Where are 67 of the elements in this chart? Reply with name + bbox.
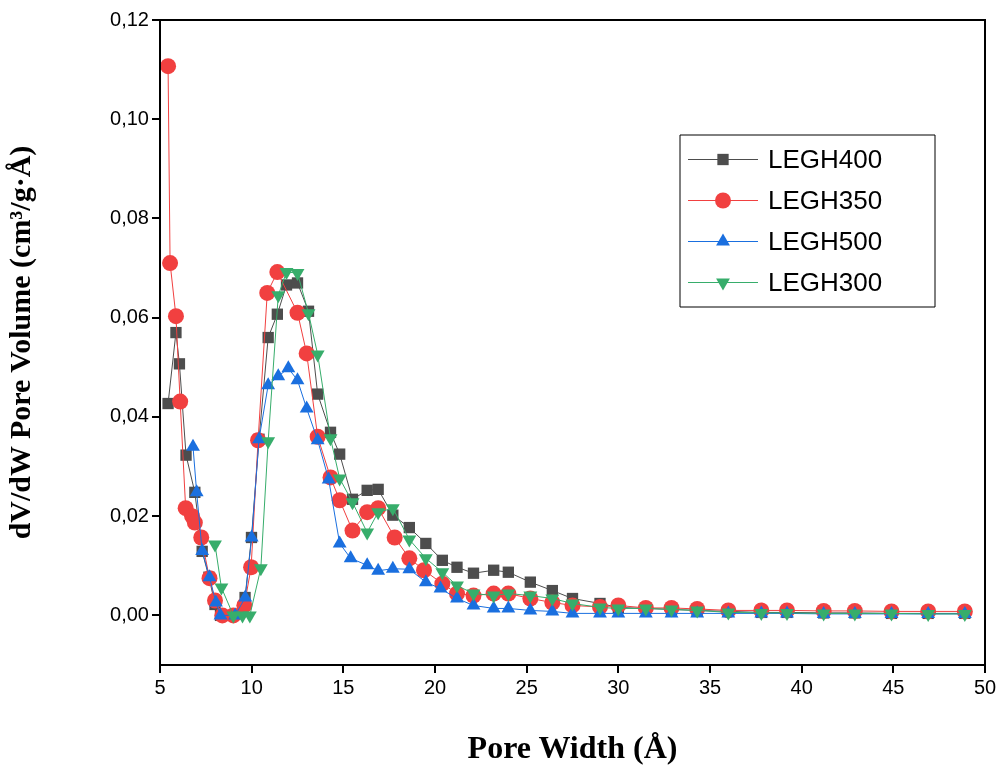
point [259, 284, 276, 301]
y-tick-label: 0,08 [110, 205, 149, 228]
point [523, 602, 538, 615]
y-tick-label: 0,12 [110, 7, 149, 30]
point [402, 561, 417, 574]
point [371, 562, 386, 575]
point [162, 255, 179, 272]
x-tick-label: 15 [332, 675, 355, 698]
point [281, 360, 296, 373]
point [418, 574, 433, 587]
point [186, 438, 200, 451]
point [332, 535, 347, 548]
point [299, 400, 314, 413]
point [331, 492, 348, 509]
x-axis-title: Pore Width (Å) [467, 729, 678, 766]
point [372, 483, 384, 496]
y-tick-label: 0,10 [110, 106, 149, 129]
x-tick-label: 5 [154, 675, 166, 698]
point [416, 562, 432, 579]
legend-label: LEGH500 [768, 225, 883, 256]
point [486, 600, 501, 613]
point [451, 561, 463, 573]
y-tick-label: 0,02 [110, 503, 149, 526]
x-tick-label: 35 [698, 675, 722, 698]
point [385, 560, 400, 573]
legend-label: LEGH350 [768, 184, 883, 215]
legend-label: LEGH300 [768, 266, 883, 297]
point [502, 566, 514, 578]
point [361, 484, 373, 497]
point [344, 522, 361, 539]
point [162, 397, 174, 410]
point [436, 554, 448, 566]
point [545, 603, 560, 616]
point [524, 576, 536, 588]
y-tick-label: 0,06 [110, 305, 149, 328]
legend-label: LEGH400 [768, 143, 883, 174]
point [343, 550, 358, 563]
x-tick-label: 20 [423, 675, 447, 698]
point [420, 537, 432, 550]
point [167, 308, 184, 325]
point [334, 448, 346, 460]
point [467, 567, 480, 579]
point [271, 368, 286, 381]
x-tick-label: 45 [882, 675, 905, 698]
point [450, 590, 464, 603]
y-tick-label: 0,00 [110, 602, 149, 625]
point [433, 580, 448, 593]
x-tick-label: 30 [607, 675, 630, 698]
y-axis-title: dV/dW Pore Volume (cm³/g·Å) [2, 145, 37, 540]
point [160, 58, 177, 75]
y-tick-label: 0,04 [110, 404, 149, 427]
point [401, 550, 418, 567]
point [298, 345, 315, 362]
point [403, 521, 415, 534]
point [172, 393, 189, 410]
point [312, 388, 324, 400]
point [360, 557, 375, 570]
point [386, 529, 403, 546]
x-tick-label: 10 [240, 675, 263, 698]
point [289, 304, 306, 321]
point [310, 432, 325, 445]
point [501, 600, 516, 613]
x-tick-label: 50 [973, 675, 997, 698]
x-tick-label: 40 [790, 675, 813, 698]
x-tick-label: 25 [515, 675, 538, 698]
point [488, 564, 500, 576]
point [290, 372, 305, 385]
